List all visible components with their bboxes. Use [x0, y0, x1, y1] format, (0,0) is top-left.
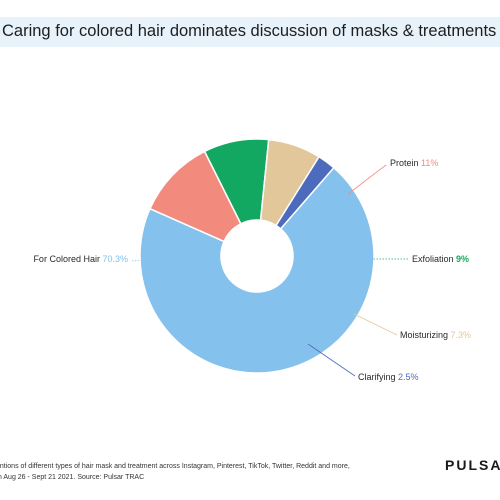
footer-note: entions of different types of hair mask … [0, 461, 416, 483]
slice-label-name: For Colored Hair [33, 254, 102, 264]
slice-label-exfoliation: Exfoliation 9% [412, 254, 469, 264]
footer-line-2: m Aug 26 - Sept 21 2021. Source: Pulsar … [0, 474, 145, 481]
slice-label-name: Exfoliation [412, 254, 456, 264]
slice-label-moisturizing: Moisturizing 7.3% [400, 330, 471, 340]
slice-label-value: 11% [421, 158, 438, 168]
slice-label-value: 9% [456, 254, 469, 264]
leader-line-protein [347, 164, 387, 195]
slice-label-for-colored-hair: For Colored Hair 70.3% [33, 254, 128, 264]
slice-label-clarifying: Clarifying 2.5% [358, 372, 419, 382]
slice-label-value: 7.3% [451, 330, 472, 340]
slice-label-name: Protein [390, 158, 421, 168]
slice-for-colored-hair [139, 166, 375, 374]
title-bar: Caring for colored hair dominates discus… [0, 17, 500, 47]
brand-logo: PULSAR [445, 457, 500, 473]
slice-label-value: 70.3% [102, 254, 128, 264]
slice-clarifying [275, 155, 335, 230]
slice-label-name: Clarifying [358, 372, 398, 382]
slice-label-protein: Protein 11% [390, 158, 438, 168]
footer-line-1: entions of different types of hair mask … [0, 463, 350, 470]
leader-line-clarifying [307, 343, 356, 377]
chart-title: Caring for colored hair dominates discus… [2, 22, 497, 40]
slice-label-value: 2.5% [398, 372, 419, 382]
slice-label-name: Moisturizing [400, 330, 451, 340]
leader-line-moisturizing [353, 313, 398, 336]
